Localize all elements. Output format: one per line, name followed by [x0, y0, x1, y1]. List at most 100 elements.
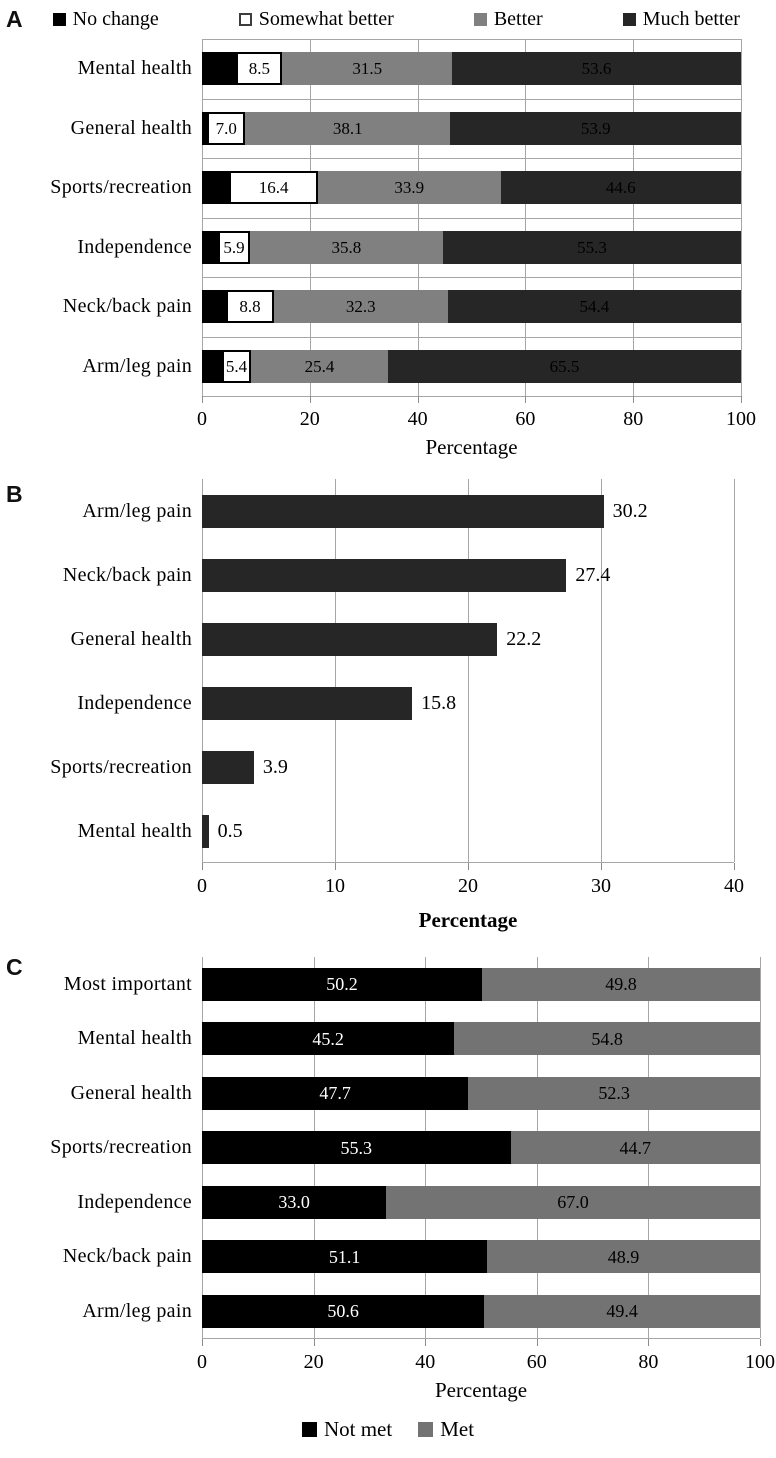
value-label: 50.2: [326, 974, 358, 995]
bar-segment-not-met: 50.6: [202, 1294, 485, 1328]
tick-mark: [335, 863, 336, 870]
bar-segment-not-met: 50.2: [202, 967, 483, 1001]
category-label: Arm/leg pain: [82, 499, 192, 522]
bar-segment-much-better: 55.3: [442, 230, 741, 264]
gridline-vertical: [741, 39, 742, 396]
value-label: 45.2: [312, 1028, 344, 1049]
bar-segment-somewhat-better: 8.5: [236, 52, 283, 86]
tick-mark: [741, 396, 742, 403]
bar-row: 5.9 35.8 55.3: [202, 218, 741, 278]
gridline-vertical: [202, 479, 203, 862]
panel-a-chart: Mental health General health Sports/recrea…: [0, 39, 776, 466]
panel-a-header: A No change Somewhat better Better Much bet…: [0, 0, 776, 34]
tick-label: 0: [197, 875, 207, 897]
legend-swatch-met-icon: [418, 1421, 434, 1437]
bar: 5.9 35.8 55.3: [202, 230, 741, 264]
bar-row: 8.8 32.3 54.4: [202, 277, 741, 337]
bar-row: 33.0 67.0: [202, 1175, 760, 1230]
value-label: 52.3: [598, 1083, 630, 1104]
bar-segment-much-better: 65.5: [387, 349, 741, 383]
bar-row: 16.4 33.9 44.6: [202, 158, 741, 218]
gridline-vertical: [734, 479, 735, 862]
tick-label: 40: [415, 1350, 436, 1373]
category-label: Mental health: [77, 819, 192, 842]
bar: 50.2 49.8: [202, 967, 760, 1001]
tick-mark: [313, 1338, 315, 1346]
bar-segment-better: 32.3: [273, 290, 448, 324]
gridline-horizontal: [202, 98, 741, 100]
panel-letter-c: C: [6, 954, 23, 980]
bar-row: 0.5: [202, 799, 734, 863]
category-label: Sports/recreation: [50, 1136, 192, 1159]
bar-segment-not-met: 47.7: [202, 1076, 469, 1110]
value-label: 48.9: [607, 1246, 640, 1267]
tick-mark: [648, 1338, 650, 1346]
bar-segment-better: 35.8: [249, 230, 443, 264]
legend-item-somewhat-better: Somewhat better: [238, 8, 394, 31]
tick-mark: [425, 1338, 427, 1346]
bar-row: 27.4: [202, 543, 734, 607]
gridline-vertical: [601, 479, 602, 862]
bar-row: 50.6 49.4: [202, 1284, 760, 1339]
value-label: 16.4: [258, 178, 289, 198]
legend-item-no-change: No change: [52, 8, 159, 31]
tick-label: 60: [526, 1350, 547, 1373]
tick-mark: [633, 396, 635, 403]
category-label: Mental health: [77, 1027, 192, 1050]
bar-segment-better: 31.5: [282, 52, 453, 86]
category-label: Independence: [77, 1190, 192, 1213]
bar: 51.1 48.9: [202, 1240, 760, 1274]
category-label: Sports/recreation: [50, 176, 192, 199]
chart-grid: Mental health General health Sports/recrea…: [0, 39, 776, 397]
bar: [202, 494, 604, 528]
category-label: Neck/back pain: [62, 1245, 192, 1268]
bar-row: 7.0 38.1 53.9: [202, 99, 741, 159]
panel-b: B Arm/leg pain Neck/back pain General heal…: [0, 463, 776, 943]
category-label: Arm/leg pain: [82, 1299, 192, 1322]
x-axis: 0 10 20 30 40 Percentage: [197, 863, 744, 943]
category-label: Neck/back pain: [62, 563, 192, 586]
bar-segment-met: 67.0: [386, 1185, 760, 1219]
bar-segment-met: 52.3: [468, 1076, 760, 1110]
category-label: Independence: [77, 235, 192, 258]
bar: [202, 686, 413, 720]
bar-row: 22.2: [202, 607, 734, 671]
panel-a: A No change Somewhat better Better Much bet…: [0, 0, 776, 466]
bar-segment-somewhat-better: 16.4: [229, 171, 318, 205]
value-label: 15.8: [421, 692, 457, 714]
value-label: 50.6: [327, 1301, 359, 1322]
panel-letter-a: A: [6, 5, 23, 32]
bar-segment-somewhat-better: 5.4: [221, 349, 252, 383]
gridline-horizontal: [202, 39, 741, 40]
bar: [202, 750, 254, 784]
legend-swatch-much-better-icon: [622, 12, 636, 26]
legend-item-not-met: Not met: [301, 1417, 392, 1442]
value-label: 49.4: [606, 1301, 638, 1322]
legend-item-much-better: Much better: [622, 8, 740, 31]
legend-label: Met: [440, 1416, 475, 1441]
tick-mark: [417, 396, 419, 403]
tick-label: 40: [407, 408, 428, 430]
tick-label: 100: [745, 1350, 775, 1373]
chart-grid: Most important Mental health General healt…: [0, 957, 776, 1339]
value-label: 5.4: [225, 356, 248, 376]
tick-mark: [202, 863, 203, 870]
value-label: 44.6: [605, 178, 636, 198]
bar-segment-much-better: 44.6: [500, 171, 741, 205]
gridline-horizontal: [202, 158, 741, 159]
legend-label: Better: [493, 7, 543, 30]
category-label: General health: [70, 1081, 192, 1104]
value-label: 55.3: [577, 237, 607, 257]
gridline-vertical: [468, 479, 469, 862]
bar-segment-no-change: [202, 52, 237, 86]
value-label: 0.5: [217, 820, 243, 842]
axis-title: Percentage: [425, 435, 518, 459]
bar-segment-no-change: [202, 111, 208, 145]
bar-segment-somewhat-better: 5.9: [218, 230, 250, 264]
tick-mark: [601, 863, 602, 870]
tick-mark: [734, 863, 735, 870]
legend-swatch-better-icon: [473, 12, 487, 26]
bar-segment-no-change: [202, 349, 222, 383]
value-label: 22.2: [506, 628, 542, 650]
tick-label: 80: [638, 1350, 659, 1373]
